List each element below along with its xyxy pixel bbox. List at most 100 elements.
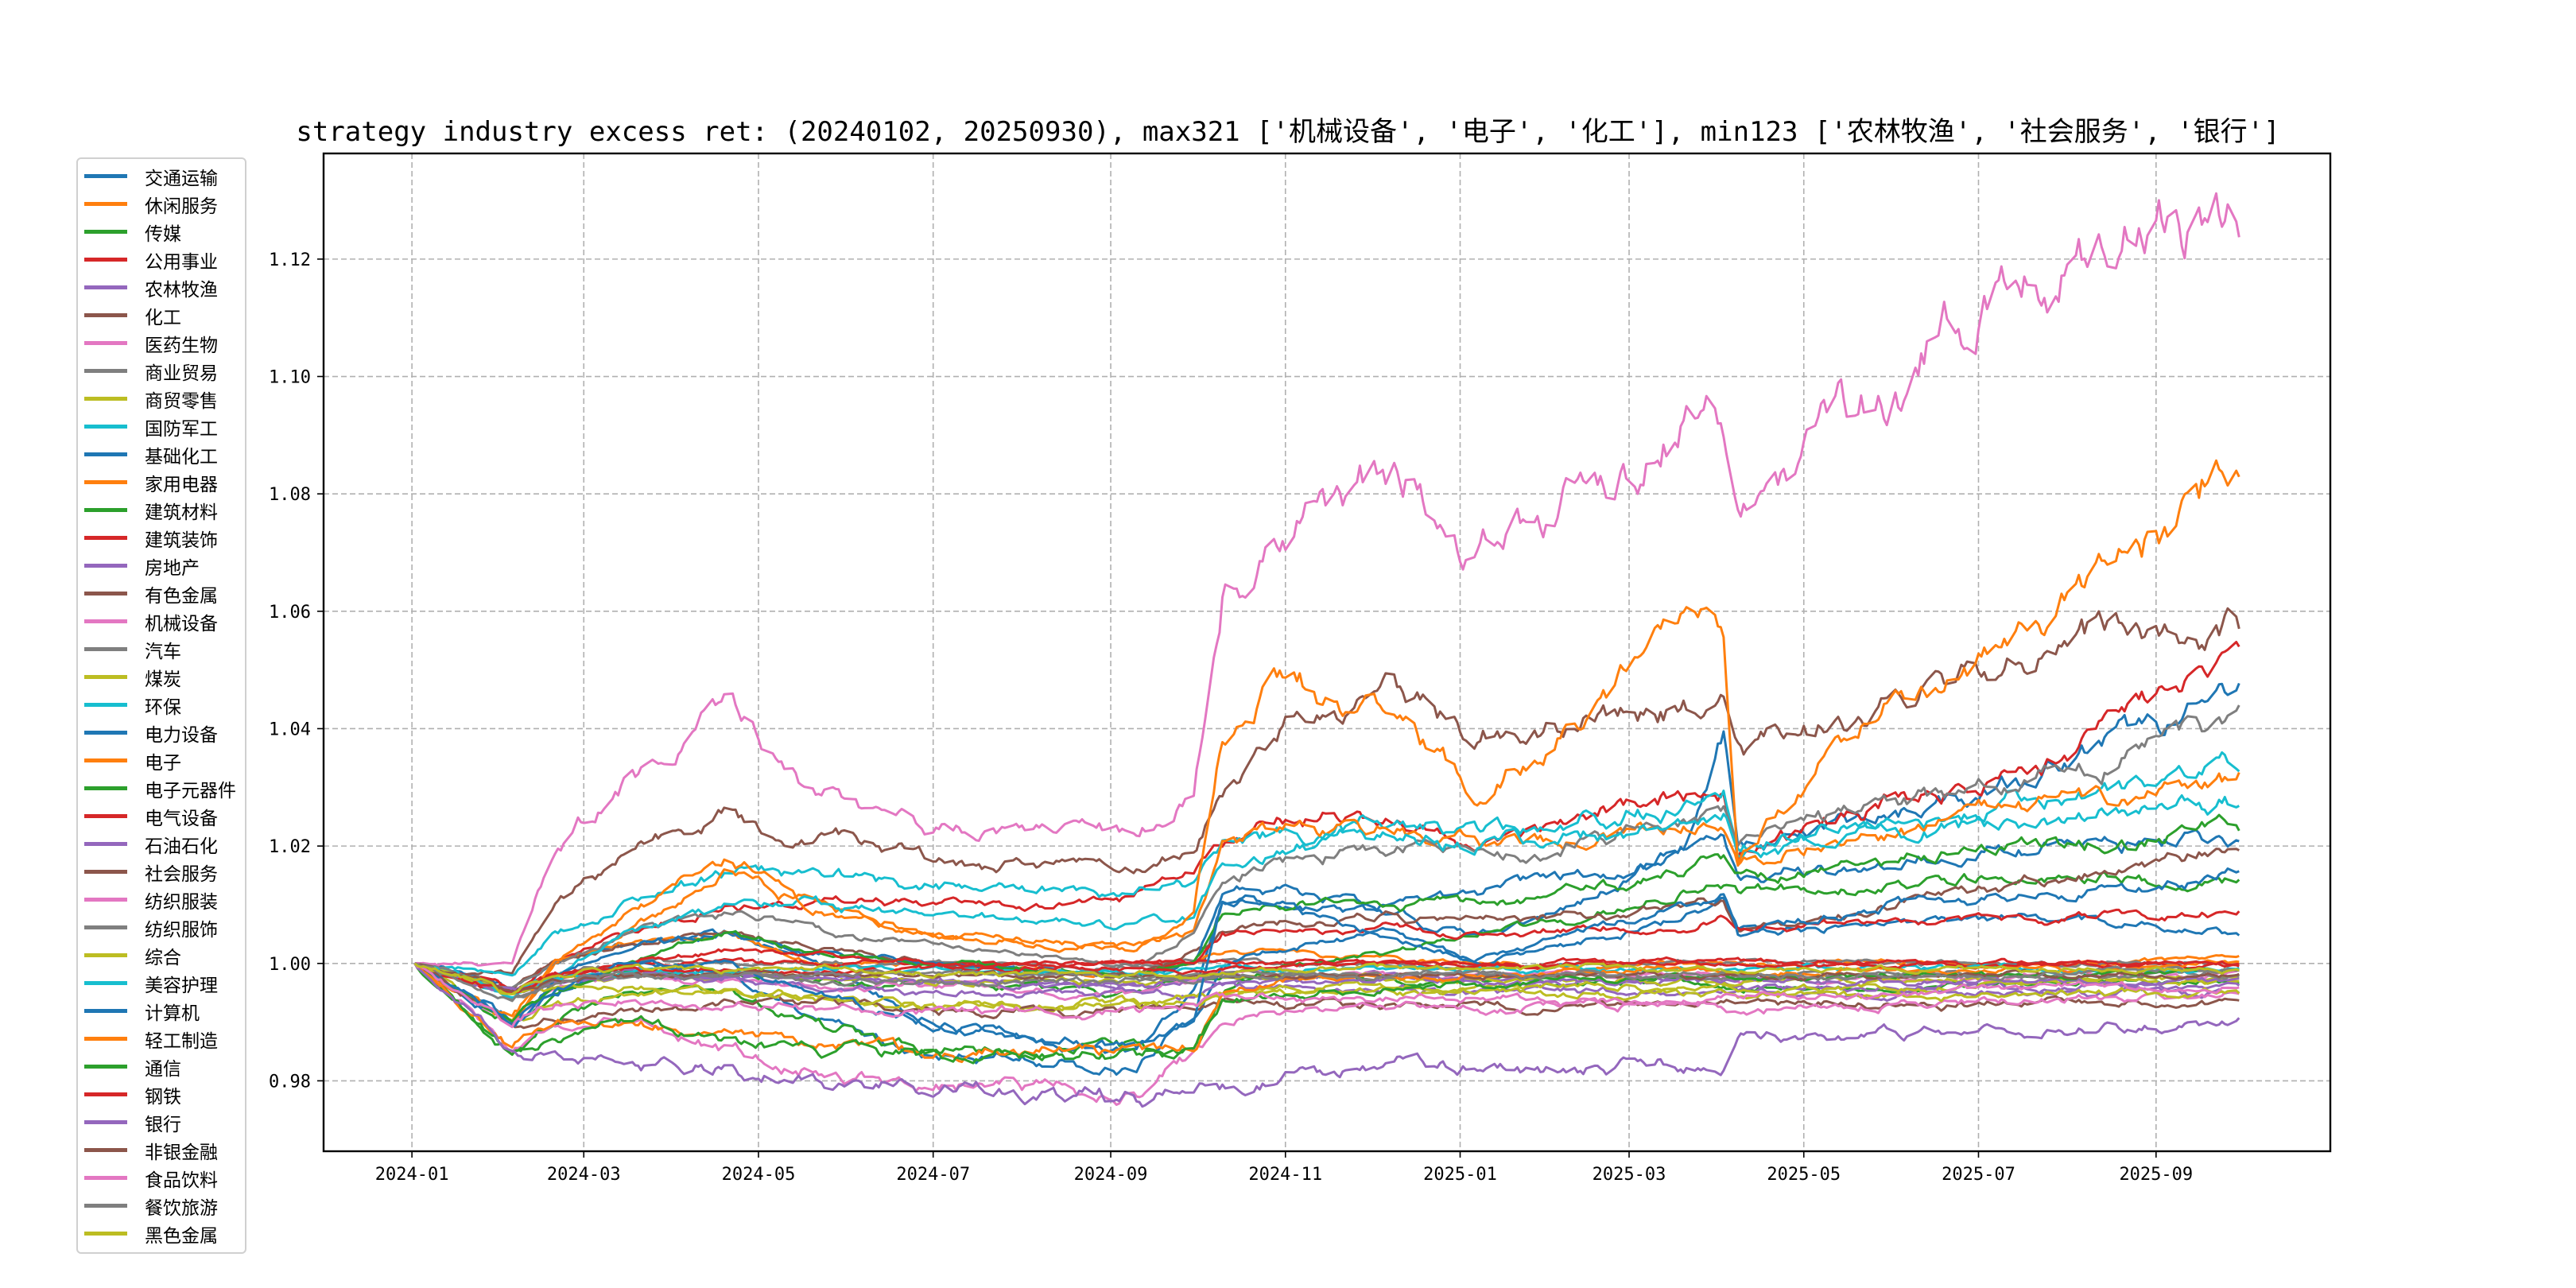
legend-item: 石油石化 [78, 830, 245, 858]
legend-label: 综合 [145, 947, 181, 968]
legend-item: 食品饮料 [78, 1164, 245, 1192]
legend-item: 电气设备 [78, 802, 245, 830]
legend-swatch [84, 870, 127, 874]
legend-item: 国防军工 [78, 413, 245, 440]
legend-label: 银行 [145, 1114, 181, 1135]
legend-swatch [84, 592, 127, 596]
legend-swatch [84, 1037, 127, 1041]
legend-item: 纺织服饰 [78, 914, 245, 941]
legend-item: 综合 [78, 941, 245, 969]
series-line-29 [413, 962, 2240, 1013]
legend-swatch [84, 925, 127, 929]
legend-item: 农林牧渔 [78, 274, 245, 301]
legend-item: 纺织服装 [78, 886, 245, 914]
legend-label: 公用事业 [145, 251, 218, 273]
series-line-23 [414, 813, 2240, 1022]
legend-label: 农林牧渔 [145, 279, 218, 301]
series-group [413, 192, 2240, 1108]
legend-label: 休闲服务 [145, 196, 218, 217]
legend-item: 有色金属 [78, 580, 245, 607]
legend-item: 休闲服务 [78, 190, 245, 218]
x-tick-label: 2024-09 [1074, 1165, 1148, 1185]
legend-swatch [84, 174, 127, 178]
legend-swatch [84, 1148, 127, 1152]
legend-label: 纺织服饰 [145, 919, 218, 941]
legend-item: 轻工制造 [78, 1025, 245, 1053]
legend-swatch [84, 1009, 127, 1013]
legend-swatch [84, 480, 127, 484]
legend-label: 国防军工 [145, 418, 218, 440]
series-line-20 [413, 794, 2240, 995]
legend: 交通运输 休闲服务 传媒 公用事业 农林牧渔 化工 医药生物 商业贸易 商贸零售 国防军工 基础化工… [76, 157, 246, 1254]
legend-item: 汽车 [78, 635, 245, 663]
legend-swatch [84, 564, 127, 568]
legend-label: 汽车 [145, 641, 181, 662]
legend-label: 商业贸易 [145, 363, 218, 384]
series-line-38 [414, 962, 2240, 1003]
x-tick-label: 2024-03 [547, 1165, 621, 1185]
legend-label: 电子元器件 [145, 780, 236, 801]
legend-item: 家用电器 [78, 468, 245, 496]
legend-swatch [84, 647, 127, 651]
legend-swatch [84, 202, 127, 206]
legend-label: 家用电器 [145, 474, 218, 495]
series-line-31 [413, 867, 2240, 1049]
legend-swatch [84, 814, 127, 818]
legend-swatch [84, 341, 127, 345]
x-tick-label: 2025-03 [1593, 1165, 1666, 1185]
legend-item: 美容护理 [78, 969, 245, 997]
legend-label: 纺织服装 [145, 891, 218, 913]
legend-swatch [84, 981, 127, 985]
legend-label: 化工 [145, 307, 181, 328]
y-tick-label: 1.08 [269, 485, 311, 505]
x-tick-label: 2025-09 [2119, 1165, 2193, 1185]
legend-swatch [84, 953, 127, 957]
legend-swatch [84, 285, 127, 289]
legend-swatch [84, 508, 127, 512]
legend-swatch [84, 1232, 127, 1236]
series-line-32 [413, 959, 2240, 1064]
legend-label: 钢铁 [145, 1086, 181, 1108]
legend-label: 通信 [145, 1058, 181, 1080]
legend-swatch [84, 1092, 127, 1096]
legend-item: 建筑材料 [78, 496, 245, 524]
x-tick-label: 2025-05 [1767, 1165, 1841, 1185]
y-tick-label: 1.10 [269, 368, 311, 388]
legend-label: 机械设备 [145, 613, 218, 634]
legend-swatch [84, 1120, 127, 1124]
x-tick-label: 2024-01 [375, 1165, 449, 1185]
legend-item: 通信 [78, 1053, 245, 1080]
y-tick-label: 1.02 [269, 837, 311, 857]
series-line-24 [413, 908, 2240, 994]
legend-item: 钢铁 [78, 1080, 245, 1108]
series-line-4 [413, 641, 2240, 995]
legend-swatch [84, 758, 127, 762]
legend-swatch [84, 1176, 127, 1180]
legend-label: 基础化工 [145, 446, 218, 467]
legend-item: 医药生物 [78, 329, 245, 357]
legend-item: 商贸零售 [78, 385, 245, 413]
legend-item: 化工 [78, 301, 245, 329]
legend-item: 黑色金属 [78, 1220, 245, 1247]
x-tick-label: 2024-05 [722, 1165, 796, 1185]
legend-label: 电力设备 [145, 724, 218, 746]
y-tick-label: 1.06 [269, 603, 311, 623]
y-tick-label: 1.12 [269, 250, 311, 270]
series-line-12 [413, 772, 2240, 1023]
legend-label: 社会服务 [145, 863, 218, 885]
legend-label: 医药生物 [145, 335, 218, 356]
legend-label: 黑色金属 [145, 1225, 218, 1247]
series-line-10 [413, 751, 2240, 977]
legend-item: 商业贸易 [78, 357, 245, 385]
legend-swatch [84, 230, 127, 234]
legend-item: 计算机 [78, 997, 245, 1025]
legend-swatch [84, 786, 127, 790]
legend-item: 传媒 [78, 218, 245, 246]
legend-swatch [84, 397, 127, 401]
legend-swatch [84, 258, 127, 262]
legend-label: 石油石化 [145, 836, 218, 857]
series-line-35 [413, 963, 2240, 1108]
series-line-27 [413, 963, 2240, 1106]
